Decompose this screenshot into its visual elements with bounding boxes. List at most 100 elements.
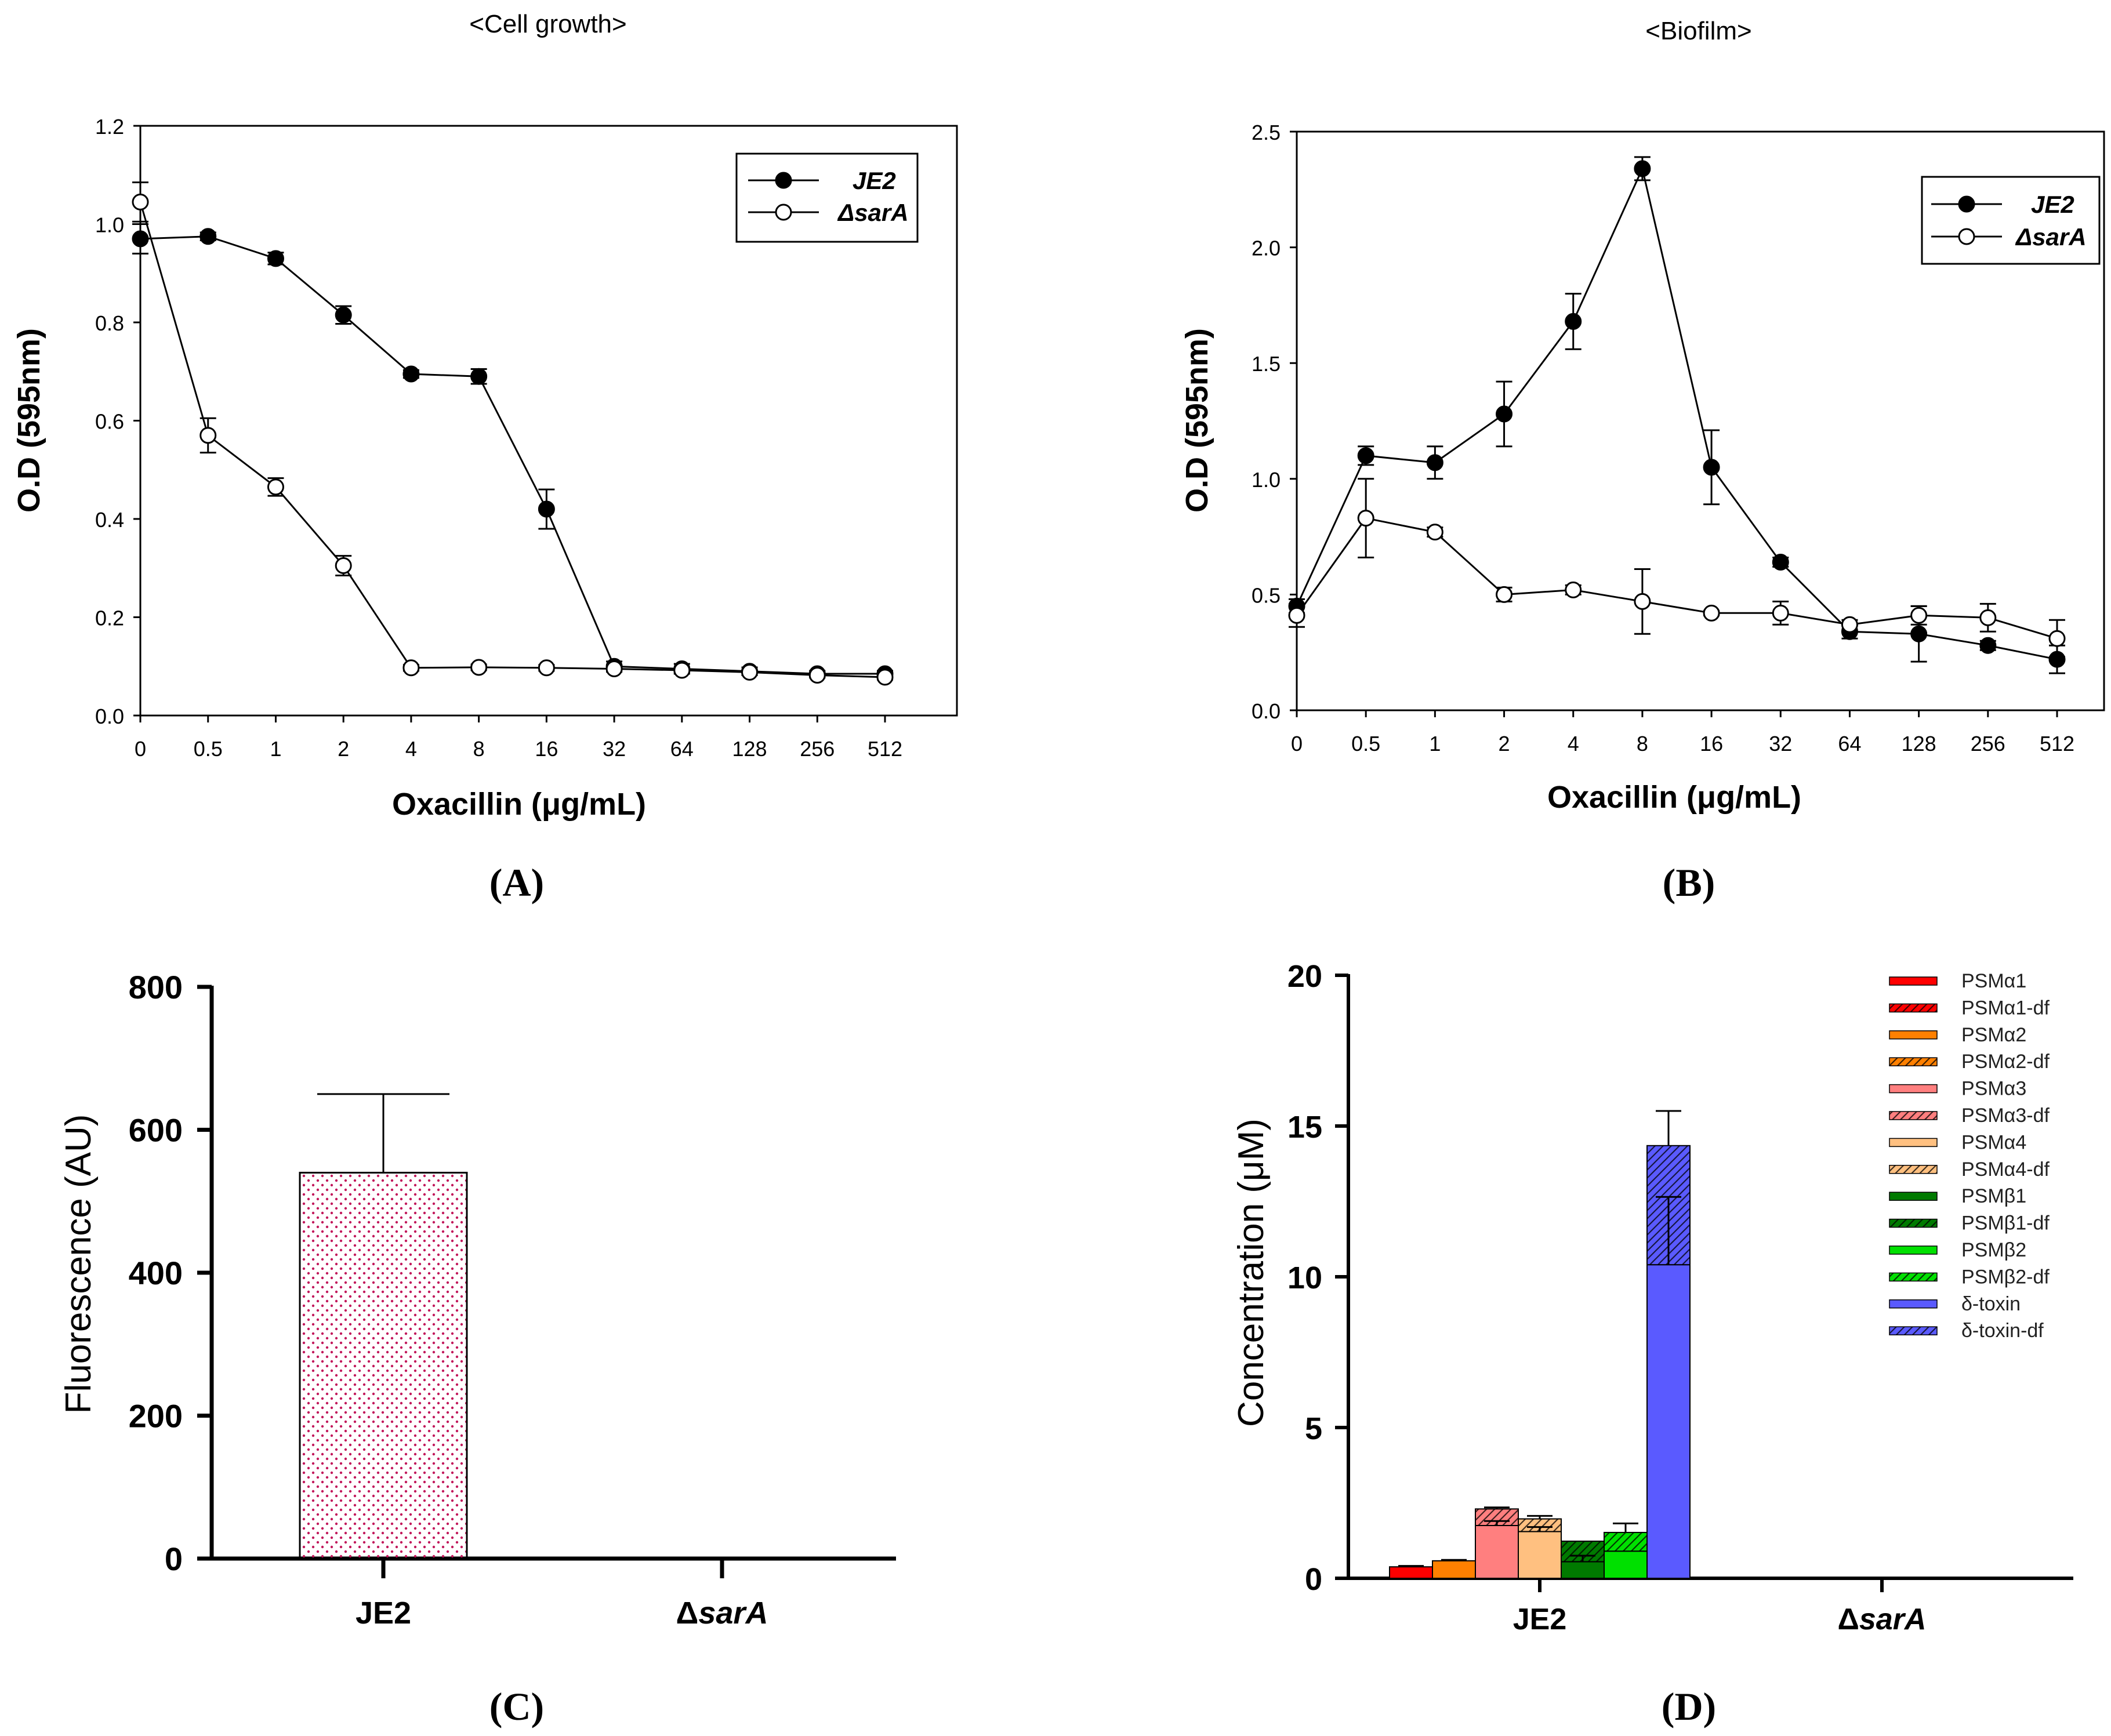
x-tick-label: 64: [670, 737, 694, 761]
data-point: [673, 662, 691, 679]
chart-d-legend: PSMα1 PSMα1-df PSMα2 PSMα2-df PSMα3 PSMα3-df P…: [1889, 970, 2050, 1342]
x-tick-label: 64: [1838, 732, 1861, 756]
panel-c: 0 200 400 600 800 JE2 ΔsarA Fluorescence (AU)…: [59, 969, 896, 1728]
x-tick-label: 128: [1902, 732, 1936, 756]
y-tick-label: 600: [129, 1112, 183, 1149]
chart-a-x-axis-label: Oxacillin (μg/mL): [392, 787, 646, 822]
legend-label: PSMα2: [1961, 1024, 2026, 1046]
y-tick-label: 1.5: [1252, 352, 1281, 376]
data-point: [200, 228, 217, 245]
data-point: [1357, 510, 1374, 527]
chart-d-y-axis-label: Concentration (μM): [1231, 1118, 1271, 1427]
legend-swatch: [1889, 1084, 1938, 1094]
legend-label: PSMα1: [1961, 970, 2026, 992]
legend-swatch: [1889, 1111, 1938, 1120]
data-point: [470, 368, 488, 385]
x-tick-label: 16: [535, 737, 558, 761]
data-point: [1565, 581, 1582, 598]
data-point: [335, 306, 352, 324]
x-tick-label: 2: [338, 737, 349, 761]
data-point: [1634, 160, 1651, 177]
legend-swatch: [1889, 1272, 1938, 1282]
x-tick-label: 0.5: [194, 737, 223, 761]
data-point: [2048, 630, 2066, 647]
y-tick-label: 2.0: [1252, 237, 1281, 260]
legend-je2-label: JE2: [853, 167, 896, 194]
y-tick-label: 0.0: [95, 704, 124, 728]
legend-label: δ-toxin-df: [1961, 1320, 2044, 1342]
legend-swatch: [1889, 1138, 1938, 1147]
y-tick-label: 800: [129, 969, 183, 1005]
data-point: [1703, 459, 1720, 476]
data-point: [538, 659, 555, 677]
y-tick-label: 0.8: [95, 311, 124, 335]
y-tick-label: 0.5: [1252, 583, 1281, 607]
data-point: [470, 659, 488, 676]
panel-d-label: (D): [1662, 1684, 1716, 1728]
legend-label: PSMβ1: [1961, 1185, 2026, 1207]
data-point: [1910, 625, 1928, 642]
bar-segment: [1518, 1531, 1562, 1579]
chart-a-title: <Cell growth>: [469, 10, 626, 38]
bar-segment-df: [1604, 1531, 1648, 1552]
x-tick-label: 1: [270, 737, 281, 761]
legend-label: PSMα1-df: [1961, 997, 2050, 1019]
legend-je2-marker: [775, 172, 792, 189]
bar-segment: [1389, 1566, 1433, 1579]
data-point: [402, 365, 420, 383]
data-point: [1772, 604, 1789, 622]
y-tick-label: 0.0: [1252, 699, 1281, 723]
chart-b-x-axis-label: Oxacillin (μg/mL): [1547, 780, 1801, 815]
data-point: [1565, 313, 1582, 330]
legend-swatch: [1889, 1245, 1938, 1255]
data-point: [1979, 637, 1997, 654]
data-point: [132, 230, 149, 248]
panel-c-label: (C): [489, 1684, 544, 1728]
x-tick-label: 32: [1769, 732, 1792, 756]
y-tick-label: 0: [1305, 1562, 1322, 1597]
legend-sara-marker: [775, 204, 792, 221]
x-tick-label: 0.5: [1351, 732, 1380, 756]
legend-label: PSMα3: [1961, 1078, 2026, 1100]
panel-b: <Biofilm> 0.0 0.5 1.0 1.5 2.0 2.5 0 0.5 1 2 4 8 16 3…: [1180, 17, 2105, 905]
y-tick-label: 200: [129, 1398, 183, 1434]
data-point: [132, 193, 149, 210]
y-tick-label: 10: [1287, 1261, 1322, 1295]
y-tick-label: 5: [1305, 1411, 1322, 1446]
legend-label: PSMβ2-df: [1961, 1266, 2050, 1288]
legend-swatch: [1889, 1003, 1938, 1013]
data-point: [1288, 606, 1305, 624]
x-category-label: JE2: [356, 1596, 411, 1630]
data-point: [1357, 447, 1374, 464]
legend-swatch: [1889, 1165, 1938, 1174]
data-point: [1841, 616, 1858, 633]
x-tick-label: 8: [473, 737, 485, 761]
x-tick-label: 32: [603, 737, 626, 761]
y-tick-label: 1.0: [1252, 468, 1281, 492]
bar-segment: [1646, 1264, 1691, 1579]
data-point: [402, 659, 420, 677]
legend-swatch: [1889, 1192, 1938, 1201]
y-tick-label: 1.0: [95, 213, 124, 237]
legend-label: PSMβ1-df: [1961, 1212, 2050, 1234]
data-point: [1426, 524, 1443, 541]
y-tick-label: 0: [165, 1541, 183, 1577]
x-tick-label: 512: [868, 737, 902, 761]
bar-segment: [1604, 1550, 1648, 1579]
chart-b-y-axis-label: O.D (595nm): [1180, 328, 1214, 513]
chart-b-title: <Biofilm>: [1645, 17, 1751, 45]
x-tick-label: 2: [1499, 732, 1510, 756]
x-tick-label: 0: [135, 737, 146, 761]
chart-b-legend: JE2 ΔsarA: [1921, 176, 2101, 265]
series-line-je2: [140, 235, 885, 675]
x-category-label: JE2: [1513, 1603, 1567, 1636]
bar: [299, 1171, 468, 1560]
x-tick-label: 512: [2040, 732, 2074, 756]
data-point: [1496, 586, 1513, 603]
legend-sara-label: ΔsarA: [2015, 223, 2087, 250]
y-tick-label: 1.2: [95, 115, 124, 139]
legend-swatch: [1889, 1326, 1938, 1335]
data-point: [1703, 604, 1720, 622]
data-point: [200, 427, 217, 444]
